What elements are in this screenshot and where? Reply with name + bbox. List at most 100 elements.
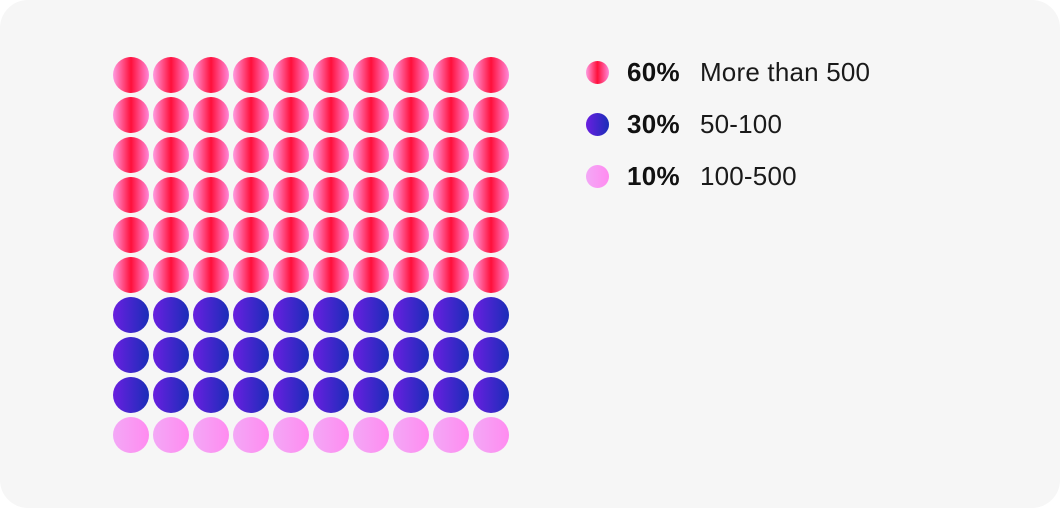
- legend-item-100-500: 10% 100-500: [586, 156, 870, 196]
- waffle-dot-more-than-500: [473, 257, 509, 293]
- waffle-dot-more-than-500: [273, 257, 309, 293]
- waffle-dot-more-than-500: [473, 177, 509, 213]
- legend-item-more-than-500: 60% More than 500: [586, 52, 870, 92]
- waffle-dot-more-than-500: [193, 257, 229, 293]
- waffle-dot-more-than-500: [153, 177, 189, 213]
- waffle-dot-more-than-500: [113, 177, 149, 213]
- waffle-dot-more-than-500: [233, 257, 269, 293]
- waffle-dot-more-than-500: [353, 57, 389, 93]
- waffle-dot-more-than-500: [473, 97, 509, 133]
- waffle-dot-100-500: [113, 417, 149, 453]
- waffle-dot-more-than-500: [233, 177, 269, 213]
- waffle-dot-50-100: [233, 297, 269, 333]
- legend-label: 100-500: [699, 160, 797, 191]
- waffle-dot-more-than-500: [313, 257, 349, 293]
- waffle-dot-more-than-500: [353, 97, 389, 133]
- legend-swatch-more-than-500: [586, 60, 609, 84]
- waffle-dot-50-100: [433, 297, 469, 333]
- waffle-dot-more-than-500: [153, 57, 189, 93]
- waffle-dot-more-than-500: [153, 97, 189, 133]
- waffle-dot-50-100: [273, 337, 309, 373]
- waffle-dot-50-100: [153, 377, 189, 413]
- waffle-dot-more-than-500: [153, 257, 189, 293]
- legend-swatch-100-500: [586, 164, 609, 188]
- waffle-dot-50-100: [393, 297, 429, 333]
- legend-percent: 10%: [627, 160, 680, 191]
- waffle-dot-50-100: [393, 337, 429, 373]
- waffle-dot-50-100: [233, 337, 269, 373]
- legend-swatch-50-100: [586, 112, 609, 136]
- waffle-dot-more-than-500: [433, 177, 469, 213]
- waffle-dot-50-100: [393, 377, 429, 413]
- waffle-dot-100-500: [233, 417, 269, 453]
- waffle-dot-50-100: [353, 377, 389, 413]
- waffle-dot-more-than-500: [393, 97, 429, 133]
- waffle-dot-more-than-500: [193, 57, 229, 93]
- waffle-dot-50-100: [193, 297, 229, 333]
- waffle-dot-more-than-500: [433, 257, 469, 293]
- waffle-dot-more-than-500: [273, 97, 309, 133]
- waffle-dot-more-than-500: [233, 57, 269, 93]
- waffle-dot-more-than-500: [393, 137, 429, 173]
- waffle-dot-50-100: [433, 337, 469, 373]
- waffle-dot-50-100: [473, 377, 509, 413]
- waffle-dot-more-than-500: [433, 97, 469, 133]
- waffle-dot-more-than-500: [113, 97, 149, 133]
- waffle-dot-more-than-500: [473, 217, 509, 253]
- waffle-dot-more-than-500: [233, 137, 269, 173]
- waffle-dot-100-500: [313, 417, 349, 453]
- waffle-dot-50-100: [153, 337, 189, 373]
- waffle-dot-more-than-500: [313, 57, 349, 93]
- waffle-dot-more-than-500: [433, 57, 469, 93]
- waffle-dot-more-than-500: [113, 217, 149, 253]
- waffle-dot-more-than-500: [353, 177, 389, 213]
- waffle-dot-more-than-500: [313, 177, 349, 213]
- waffle-dot-more-than-500: [193, 217, 229, 253]
- waffle-dot-50-100: [193, 377, 229, 413]
- waffle-dot-50-100: [353, 297, 389, 333]
- waffle-dot-50-100: [113, 377, 149, 413]
- waffle-dot-50-100: [313, 297, 349, 333]
- waffle-dot-50-100: [433, 377, 469, 413]
- waffle-dot-50-100: [193, 337, 229, 373]
- waffle-dot-more-than-500: [473, 57, 509, 93]
- waffle-dot-50-100: [313, 377, 349, 413]
- waffle-dot-100-500: [273, 417, 309, 453]
- legend-percent: 30%: [627, 108, 680, 139]
- waffle-dot-more-than-500: [433, 217, 469, 253]
- waffle-dot-more-than-500: [193, 97, 229, 133]
- waffle-dot-more-than-500: [193, 137, 229, 173]
- waffle-dot-more-than-500: [353, 217, 389, 253]
- waffle-dot-more-than-500: [313, 137, 349, 173]
- waffle-dot-more-than-500: [273, 177, 309, 213]
- waffle-dot-more-than-500: [153, 137, 189, 173]
- waffle-dot-more-than-500: [393, 177, 429, 213]
- waffle-dot-more-than-500: [353, 257, 389, 293]
- waffle-dot-50-100: [113, 297, 149, 333]
- legend-item-50-100: 30% 50-100: [586, 104, 870, 144]
- waffle-dot-50-100: [473, 337, 509, 373]
- waffle-dot-more-than-500: [473, 137, 509, 173]
- waffle-dot-more-than-500: [353, 137, 389, 173]
- waffle-dot-more-than-500: [433, 137, 469, 173]
- waffle-dot-more-than-500: [313, 97, 349, 133]
- waffle-dot-50-100: [153, 297, 189, 333]
- waffle-dot-100-500: [433, 417, 469, 453]
- waffle-dot-more-than-500: [313, 217, 349, 253]
- waffle-dot-more-than-500: [273, 137, 309, 173]
- waffle-dot-more-than-500: [113, 57, 149, 93]
- waffle-dot-50-100: [273, 377, 309, 413]
- waffle-dot-50-100: [473, 297, 509, 333]
- waffle-dot-more-than-500: [113, 257, 149, 293]
- legend-label: More than 500: [699, 56, 871, 87]
- waffle-dot-more-than-500: [273, 217, 309, 253]
- waffle-dot-50-100: [313, 337, 349, 373]
- waffle-dot-more-than-500: [153, 217, 189, 253]
- waffle-dot-100-500: [473, 417, 509, 453]
- waffle-dot-100-500: [393, 417, 429, 453]
- waffle-dot-100-500: [353, 417, 389, 453]
- waffle-dot-more-than-500: [113, 137, 149, 173]
- waffle-dot-more-than-500: [393, 57, 429, 93]
- waffle-dot-50-100: [273, 297, 309, 333]
